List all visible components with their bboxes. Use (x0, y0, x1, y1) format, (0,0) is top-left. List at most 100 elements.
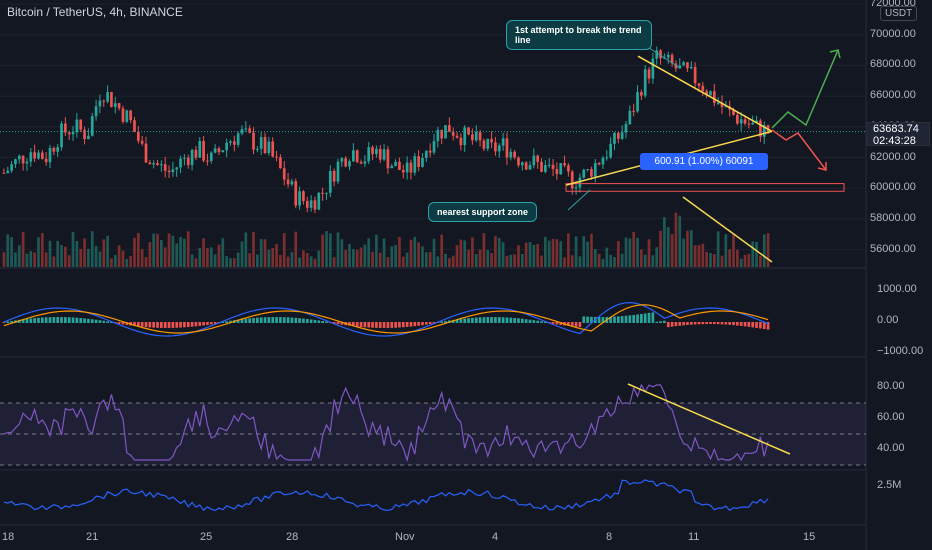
candle-body (455, 135, 459, 138)
candle-body (432, 141, 436, 153)
candle-body (167, 170, 171, 173)
current-price-value: 63683.74 (873, 123, 919, 135)
macd-bar (747, 322, 751, 327)
macd-bar (524, 319, 528, 323)
macd-bar (751, 322, 755, 328)
volume-bar (313, 258, 317, 267)
candle-body (467, 127, 470, 135)
macd-bar (275, 317, 278, 323)
candle-body (716, 102, 720, 104)
measure-label: 600.91 (1.00%) 60091 (640, 153, 768, 170)
macd-bar (497, 317, 501, 323)
volume-bar (697, 245, 701, 267)
volume-bar (90, 231, 94, 267)
volume-bar (432, 238, 436, 267)
volume-bar (355, 249, 359, 267)
macd-bar (279, 317, 282, 323)
candle-body (524, 162, 528, 170)
volume-bar (486, 250, 490, 267)
volume-bar (755, 241, 758, 267)
volume-bar (467, 249, 470, 267)
volume-bar (328, 233, 332, 267)
volume-bar (559, 241, 563, 267)
volume-bar (678, 215, 682, 267)
candle-body (298, 191, 301, 206)
volume-bar (593, 249, 597, 267)
macd-bar (71, 317, 75, 323)
macd-bar (102, 320, 106, 323)
price-axis-label: 60000.00 (870, 181, 916, 194)
volume-bar (655, 247, 659, 267)
volume-bar (497, 237, 501, 267)
candle-body (701, 85, 705, 91)
candle-body (490, 138, 493, 143)
signal-line (3, 304, 769, 334)
macd-bar (44, 317, 48, 323)
candle-body (87, 135, 90, 140)
macd-bar (582, 316, 586, 323)
candle-body (290, 181, 294, 185)
volume-bar (401, 256, 405, 267)
candle-body (110, 92, 113, 107)
volume-bar (686, 230, 689, 267)
macd-bar (298, 318, 301, 323)
x-axis-label: 18 (2, 531, 15, 543)
candle-body (582, 169, 586, 178)
currency-selector[interactable]: USDT (880, 6, 918, 21)
volume-bar (221, 238, 225, 267)
candle-body (10, 164, 13, 171)
macd-bar (209, 322, 213, 325)
volume-bar (286, 256, 290, 267)
candle-body (732, 109, 735, 115)
volume-bar (133, 237, 136, 267)
macd-bar (590, 316, 593, 323)
volume-bar (52, 256, 56, 267)
candle-body (386, 149, 390, 169)
candle-body (616, 132, 620, 139)
volume-bar (609, 254, 612, 267)
macd-bar (202, 322, 205, 326)
macd-bar (732, 322, 735, 326)
candle-body (536, 155, 540, 162)
volume-bar (33, 252, 36, 267)
candle-body (613, 132, 616, 144)
chart-title: Bitcoin / TetherUS, 4h, BINANCE (7, 5, 183, 19)
macd-bar (424, 322, 428, 325)
volume-bar (736, 249, 739, 267)
volume-bar (378, 252, 382, 267)
candle-body (156, 163, 159, 165)
volume-bar (620, 253, 624, 267)
volume-bar (202, 238, 205, 267)
volume-bar (194, 258, 198, 267)
macd-bar (509, 317, 513, 323)
macd-bar (56, 317, 60, 323)
macd-bar (167, 322, 171, 328)
candle-body (355, 150, 359, 163)
candle-body (325, 192, 328, 194)
volume-bar (413, 236, 417, 267)
macd-bar (83, 318, 86, 323)
macd-bar (474, 317, 478, 323)
candle-body (666, 54, 670, 58)
candle-body (17, 155, 21, 160)
candle-body (144, 143, 148, 163)
volume-bar (148, 242, 152, 267)
candle-body (121, 108, 125, 122)
candle-body (478, 132, 482, 141)
bullish-arrowhead (829, 49, 841, 59)
volume-bar (325, 231, 328, 267)
volume-bar (309, 256, 313, 267)
candle-body (497, 145, 501, 152)
macd-bar (313, 319, 317, 323)
macd-bar (67, 317, 71, 323)
candle-body (739, 119, 743, 124)
candle-body (762, 125, 766, 137)
macd-bar (21, 319, 25, 323)
candle-body (113, 103, 117, 107)
volume-bar (29, 251, 33, 267)
candle-body (647, 69, 651, 79)
macd-bar (332, 322, 336, 324)
candle-body (509, 151, 513, 158)
volume-bar (371, 251, 374, 267)
volume-bar (628, 238, 632, 267)
